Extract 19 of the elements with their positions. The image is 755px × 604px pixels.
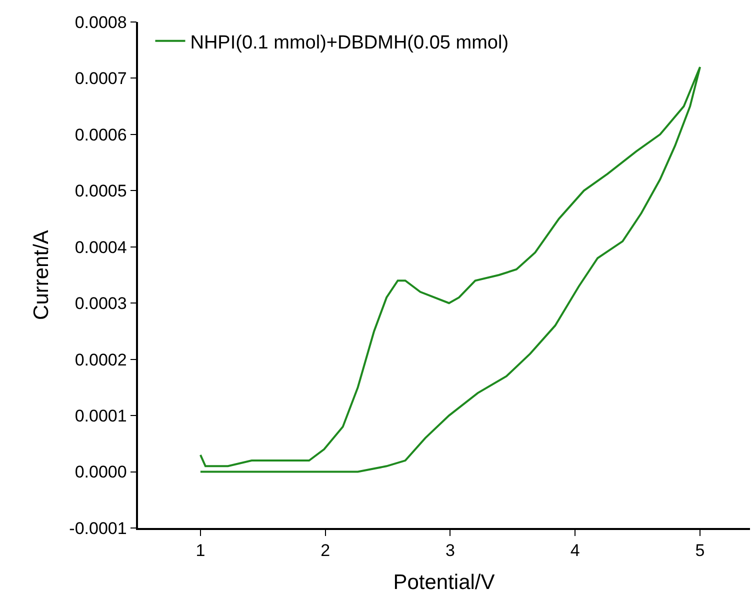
y-tick-label: 0.0006 [74,125,127,144]
y-tick-label: 0.0008 [74,12,127,32]
y-tick-label: 0.0001 [74,406,127,426]
y-tick-label: -0.0001 [69,518,127,538]
y-axis-title: Current/A [30,230,53,320]
x-tick-label: 4 [570,541,580,560]
y-tick-label: 0.0002 [74,350,127,370]
y-tick-label: 0.0007 [74,69,127,88]
legend-label: NHPI(0.1 mmol)+DBDMH(0.05 mmol) [190,32,509,54]
x-tick-label: 1 [196,541,206,560]
y-tick-label: 0.0000 [74,462,127,482]
x-tick-label: 5 [695,541,705,560]
x-axis-title: Potential/V [393,570,495,594]
y-tick-label: 0.0004 [74,238,127,257]
y-tick-label: 0.0005 [74,182,127,201]
x-tick-label: 2 [320,541,330,560]
line-series [199,66,702,473]
y-tick-label: 0.0003 [74,294,127,314]
x-tick-label: 3 [446,541,455,560]
